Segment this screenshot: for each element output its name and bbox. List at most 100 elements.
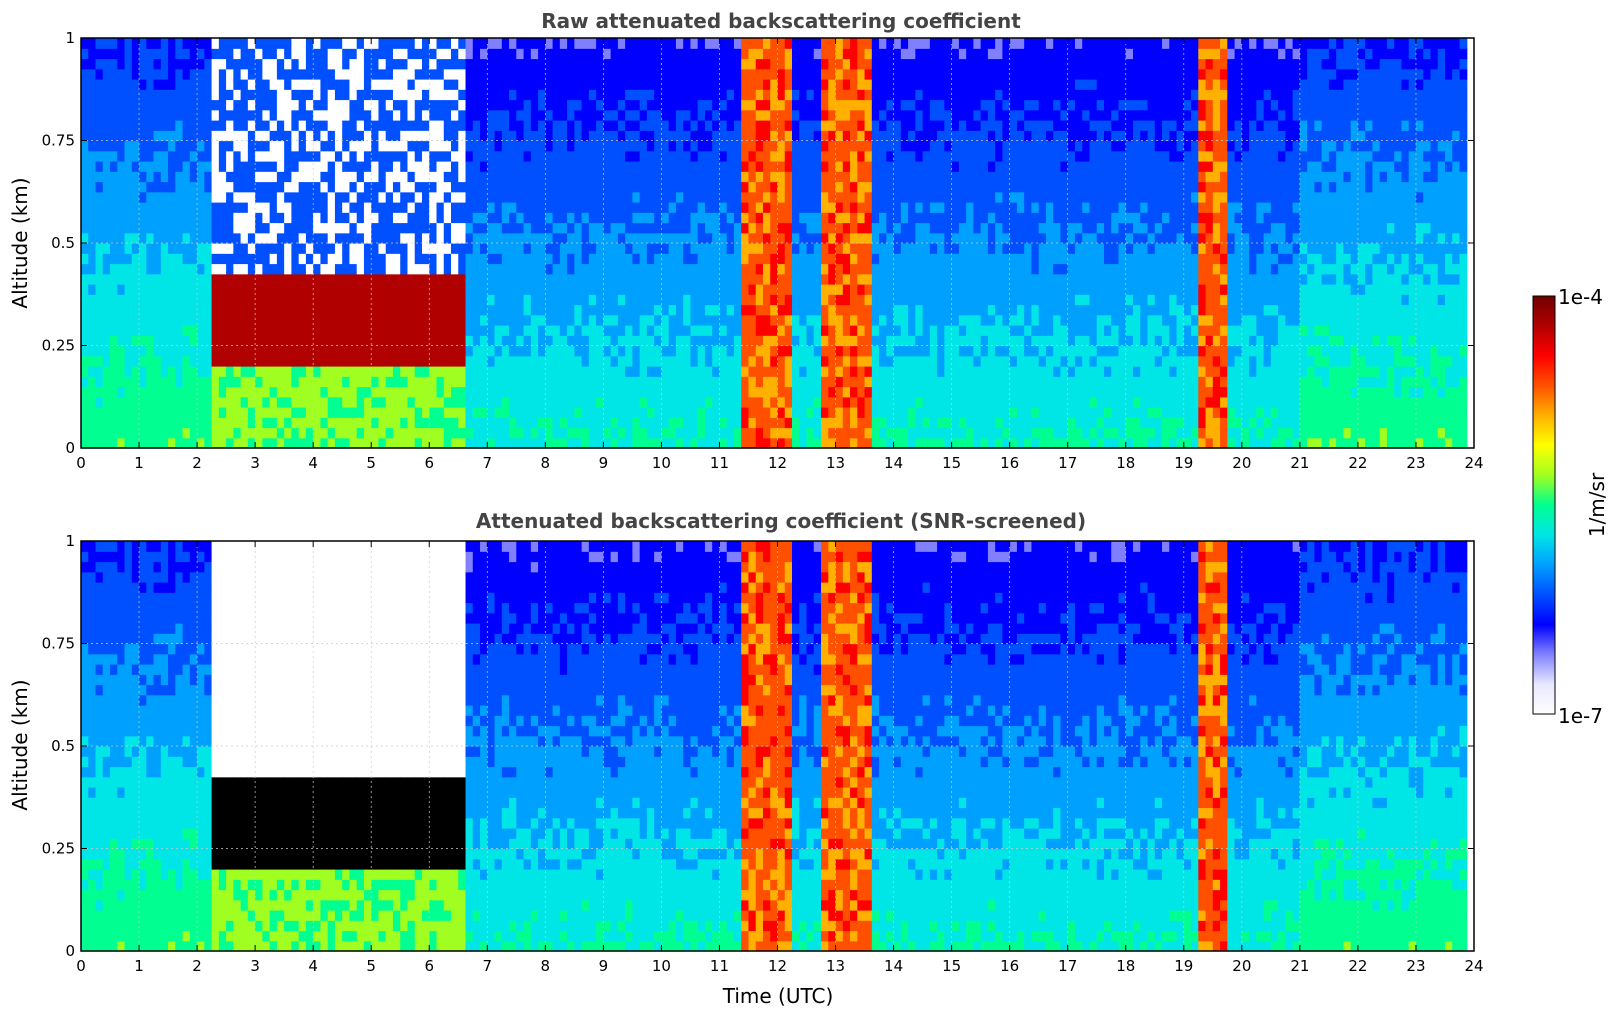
heatmap-cell — [117, 407, 126, 418]
heatmap-cell — [900, 427, 909, 439]
heatmap-cell — [247, 355, 256, 367]
heatmap-cell — [784, 376, 793, 388]
heatmap-cell — [944, 427, 953, 439]
heatmap-cell — [436, 314, 445, 326]
heatmap-cell — [407, 212, 416, 224]
heatmap-cell — [233, 48, 242, 60]
heatmap-cell — [581, 161, 590, 172]
heatmap-cell — [552, 407, 561, 418]
heatmap-cell — [480, 427, 488, 439]
heatmap-cell — [291, 386, 300, 398]
heatmap-cell — [980, 120, 989, 131]
heatmap-cell — [392, 417, 401, 429]
heatmap-cell — [661, 386, 670, 398]
heatmap-cell — [668, 376, 677, 388]
heatmap-cell — [675, 253, 684, 265]
heatmap-cell — [792, 89, 800, 101]
heatmap-cell — [530, 48, 539, 60]
heatmap-cell — [654, 48, 663, 60]
heatmap-cell — [305, 355, 314, 367]
heatmap-cell — [690, 161, 699, 172]
heatmap-cell — [646, 263, 655, 275]
heatmap-cell — [218, 150, 227, 162]
heatmap-cell — [472, 99, 481, 111]
heatmap-cell — [588, 355, 597, 367]
heatmap-cell — [95, 345, 104, 357]
heatmap-cell — [530, 79, 539, 90]
heatmap-cell — [139, 335, 147, 347]
heatmap-cell — [799, 89, 808, 101]
heatmap-cell — [494, 68, 503, 80]
heatmap-cell — [632, 89, 641, 101]
heatmap-cell — [501, 407, 510, 418]
heatmap-cell — [799, 130, 808, 142]
heatmap-cell — [929, 191, 938, 203]
heatmap-cell — [443, 99, 452, 111]
heatmap-cell — [233, 109, 242, 121]
heatmap-cell — [886, 89, 895, 101]
heatmap-cell — [175, 243, 184, 254]
raw-backscatter-panel: Raw attenuated backscattering coefficien… — [8, 9, 1484, 472]
heatmap-cell — [567, 161, 575, 172]
heatmap-cell — [81, 386, 89, 398]
heatmap-cell — [400, 48, 409, 60]
heatmap-cell — [349, 38, 358, 49]
heatmap-cell — [748, 222, 757, 234]
heatmap-cell — [443, 366, 452, 377]
heatmap-cell — [675, 314, 684, 326]
heatmap-cell — [886, 161, 895, 172]
heatmap-cell — [284, 89, 293, 101]
heatmap-cell — [690, 273, 699, 285]
heatmap-cell — [574, 171, 583, 183]
heatmap-cell — [81, 355, 89, 367]
heatmap-cell — [400, 284, 409, 295]
heatmap-cell — [625, 68, 633, 80]
heatmap-cell — [966, 89, 974, 101]
heatmap-cell — [661, 335, 670, 347]
heatmap-cell — [102, 366, 111, 377]
heatmap-cell — [944, 386, 953, 398]
heatmap-cell — [646, 376, 655, 388]
heatmap-cell — [879, 366, 887, 377]
heatmap-cell — [356, 304, 365, 316]
heatmap-cell — [509, 366, 517, 377]
heatmap-cell — [821, 335, 829, 347]
heatmap-cell — [951, 407, 960, 418]
heatmap-cell — [378, 294, 387, 306]
heatmap-cell — [472, 120, 481, 131]
heatmap-cell — [567, 386, 575, 398]
heatmap-cell — [835, 366, 844, 377]
heatmap-cell — [465, 232, 474, 244]
heatmap-cell — [966, 427, 974, 439]
heatmap-cell — [421, 417, 430, 429]
heatmap-cell — [603, 355, 612, 367]
heatmap-cell — [269, 109, 278, 121]
heatmap-cell — [371, 161, 380, 172]
heatmap-cell — [501, 120, 510, 131]
heatmap-cell — [915, 355, 924, 367]
heatmap-cell — [675, 68, 684, 80]
heatmap-cell — [356, 140, 365, 152]
heatmap-cell — [697, 284, 706, 295]
heatmap-cell — [371, 202, 380, 213]
heatmap-cell — [146, 58, 155, 70]
heatmap-cell — [168, 437, 176, 449]
heatmap-cell — [465, 273, 474, 285]
heatmap-cell — [168, 79, 176, 90]
heatmap-cell — [762, 212, 771, 224]
heatmap-cell — [392, 407, 401, 418]
heatmap-cell — [168, 140, 176, 152]
heatmap-cell — [610, 109, 619, 121]
heatmap-cell — [233, 58, 242, 70]
heatmap-cell — [966, 79, 974, 90]
heatmap-cell — [218, 253, 227, 265]
heatmap-cell — [755, 304, 764, 316]
heatmap-cell — [828, 294, 837, 306]
heatmap-cell — [298, 181, 307, 193]
heatmap-cell — [538, 140, 546, 152]
heatmap-cell — [966, 58, 974, 70]
heatmap-cell — [654, 284, 663, 295]
heatmap-cell — [204, 253, 213, 265]
heatmap-cell — [530, 202, 539, 213]
heatmap-cell — [117, 284, 126, 295]
